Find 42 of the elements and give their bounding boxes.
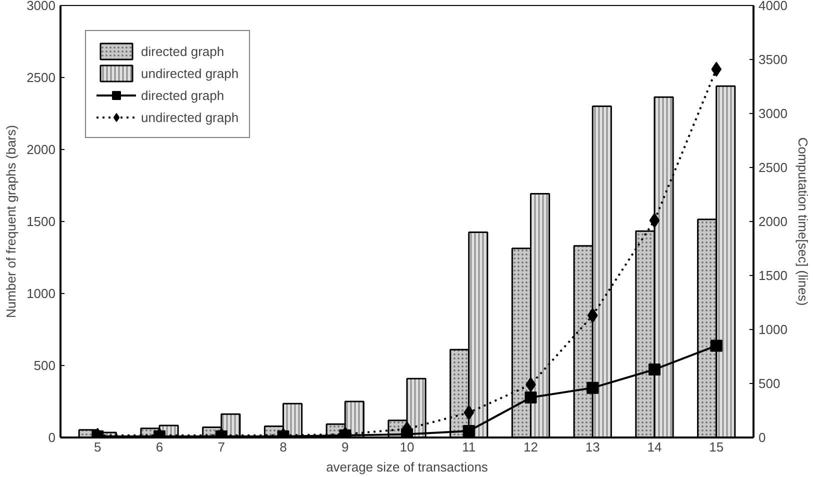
legend-label: directed graph — [141, 88, 224, 102]
y2-tick-label: 2500 — [758, 160, 788, 175]
x-tick-label: 5 — [94, 440, 102, 454]
y-tick-label: 2000 — [26, 142, 56, 157]
x-tick-label: 7 — [218, 440, 225, 454]
y2-tick-label: 1500 — [758, 268, 788, 283]
point — [464, 405, 474, 420]
y2-tick-label: 500 — [758, 376, 780, 391]
x-tick-label: 15 — [709, 440, 724, 454]
x-tick-label: 11 — [462, 440, 476, 454]
x-tick-label: 9 — [342, 440, 349, 454]
y-tick-label: 1500 — [26, 214, 56, 229]
x-tick-label: 12 — [524, 440, 538, 454]
legend-label: directed graph — [141, 44, 224, 58]
x-tick-label: 6 — [156, 440, 164, 454]
legend-label: undirected graph — [141, 66, 239, 80]
y-tick-label: 0 — [48, 430, 56, 445]
x-axis-title: average size of transactions — [326, 460, 488, 474]
y2-tick-label: 3000 — [758, 106, 788, 121]
x-tick-label: 10 — [400, 440, 414, 454]
point — [710, 340, 722, 352]
point — [648, 363, 660, 376]
point — [524, 392, 537, 404]
point — [587, 308, 598, 323]
y2-tick-label: 2000 — [758, 214, 788, 229]
y2-tick-label: 1000 — [758, 322, 788, 337]
y-tick-label: 2500 — [26, 70, 56, 85]
y2-tick-label: 3500 — [758, 52, 788, 67]
y-axis-title: Number of frequent graphs (bars) — [4, 125, 19, 318]
y2-tick-label: 4000 — [758, 0, 788, 13]
y2-axis-title: Computation time[sec] (lines) — [795, 137, 810, 306]
y-tick-label: 1000 — [26, 286, 56, 301]
y-tick-label: 500 — [34, 358, 56, 373]
legend-label: undirected graph — [141, 110, 239, 124]
x-tick-label: 8 — [280, 440, 287, 454]
y-tick-label: 3000 — [26, 0, 56, 13]
x-tick-label: 14 — [647, 440, 662, 454]
point — [649, 212, 660, 228]
x-tick-label: 13 — [585, 440, 600, 454]
point — [711, 62, 722, 77]
y2-tick-label: 0 — [758, 430, 766, 445]
point — [586, 382, 599, 394]
